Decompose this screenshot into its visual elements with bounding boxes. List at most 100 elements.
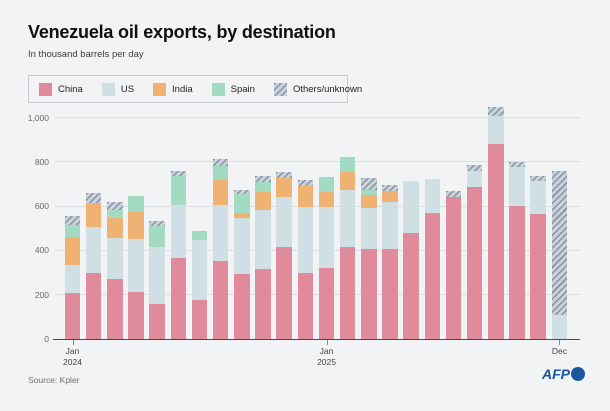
bar-segment-us <box>318 206 335 268</box>
bar-segment-india <box>107 217 123 238</box>
bar-segment-india <box>234 212 250 219</box>
bar-segment-china <box>191 300 208 339</box>
bar-segment-others-unknown <box>509 161 525 168</box>
x-axis-tick <box>72 340 74 345</box>
bar-segment-us <box>170 204 187 258</box>
page-title: Venezuela oil exports, by destination <box>28 22 336 42</box>
bar-segment-us <box>488 116 504 145</box>
bar-jul-2024 <box>191 230 208 339</box>
bar-segment-others-unknown <box>212 159 229 166</box>
legend-label: US <box>120 83 135 95</box>
bar-segment-us <box>128 239 144 292</box>
bar-segment-india <box>64 237 81 266</box>
gridline <box>55 161 580 163</box>
bar-aug-2024 <box>212 159 229 339</box>
bar-segment-spain <box>318 177 335 192</box>
bar-segment-china <box>445 197 462 339</box>
gridline <box>55 249 580 251</box>
bar-may-2024 <box>149 221 165 339</box>
bar-segment-india <box>318 191 335 207</box>
bar-segment-spain <box>234 194 250 213</box>
bar-segment-china <box>276 247 292 339</box>
legend-item-us: US <box>101 82 135 96</box>
bar-segment-india <box>212 179 229 205</box>
bar-segment-india <box>276 177 292 198</box>
legend-swatch-icon <box>101 82 115 96</box>
legend-item-china: China <box>39 82 83 96</box>
bar-sep-2024 <box>234 189 250 339</box>
legend-label: India <box>172 83 193 95</box>
y-axis-label: 200 <box>34 289 49 300</box>
bar-segment-us <box>509 167 525 206</box>
bar-segment-others-unknown <box>107 202 123 211</box>
bar-segment-us <box>403 180 419 233</box>
bar-segment-others-unknown <box>255 175 271 183</box>
bar-jul-2025 <box>445 190 462 339</box>
bar-segment-us <box>85 226 102 273</box>
bar-segment-others-unknown <box>64 216 81 226</box>
bar-segment-spain <box>361 190 377 195</box>
legend: China US India Spain Others/unknown <box>28 75 362 103</box>
x-axis-label: Dec <box>551 346 567 356</box>
legend-item-others-unknown: Others/unknown <box>273 82 362 96</box>
bar-segment-china <box>509 206 525 339</box>
bar-segment-china <box>297 273 314 339</box>
bar-segment-others-unknown <box>170 170 187 176</box>
bar-segment-india <box>128 211 144 240</box>
bar-feb-2025 <box>339 156 356 339</box>
bar-segment-china <box>382 249 398 339</box>
bar-segment-india <box>382 190 398 202</box>
bar-segment-china <box>466 186 483 339</box>
bar-dec-2024 <box>297 179 314 339</box>
bar-segment-china <box>255 269 271 339</box>
bar-segment-spain <box>149 225 165 247</box>
bar-segment-spain <box>128 195 144 212</box>
bar-may-2025 <box>403 180 419 339</box>
bar-segment-spain <box>339 156 356 172</box>
bar-segment-others-unknown <box>445 190 462 198</box>
bar-apr-2025 <box>382 185 398 339</box>
bar-segment-china <box>339 246 356 339</box>
bar-segment-us <box>149 246 165 304</box>
legend-swatch-icon <box>153 82 167 96</box>
y-axis-label: 0 <box>44 334 49 344</box>
bar-segment-china <box>424 213 441 339</box>
bar-segment-us <box>361 208 377 249</box>
bar-segment-others-unknown <box>488 107 504 117</box>
bar-segment-others-unknown <box>466 165 483 171</box>
bar-segment-india <box>85 202 102 227</box>
bar-segment-us <box>212 204 229 261</box>
afp-logo-text: AFP <box>542 366 570 382</box>
bar-segment-spain <box>255 182 271 192</box>
bar-segment-spain <box>64 225 81 238</box>
legend-item-india: India <box>153 82 193 96</box>
bar-segment-spain <box>170 175 187 205</box>
bar-segment-us <box>255 210 271 270</box>
bar-segment-others-unknown <box>551 171 568 315</box>
bar-dec-2025 <box>551 171 568 339</box>
bar-segment-india <box>361 194 377 209</box>
bar-nov-2024 <box>276 172 292 339</box>
bar-segment-spain <box>191 230 208 241</box>
bar-segment-us <box>339 189 356 247</box>
bar-segment-others-unknown <box>530 175 546 182</box>
bar-feb-2024 <box>85 192 102 339</box>
bar-segment-india <box>297 185 314 207</box>
bar-segment-others-unknown <box>361 178 377 191</box>
bar-segment-china <box>128 291 144 339</box>
legend-item-spain: Spain <box>211 82 255 96</box>
bar-jan-2024 <box>64 216 81 339</box>
legend-swatch-icon <box>211 82 225 96</box>
bar-aug-2025 <box>466 165 483 339</box>
bar-segment-us <box>382 201 398 250</box>
gridline <box>55 205 580 207</box>
bar-segment-china <box>149 303 165 339</box>
bar-segment-china <box>234 273 250 339</box>
source-credit: Source: Kpler <box>28 375 80 385</box>
bar-sep-2025 <box>488 107 504 339</box>
bar-segment-us <box>234 218 250 274</box>
afp-logo-dot-icon <box>571 367 585 381</box>
gridline <box>55 294 580 296</box>
gridline <box>55 117 580 119</box>
bar-oct-2024 <box>255 175 271 339</box>
